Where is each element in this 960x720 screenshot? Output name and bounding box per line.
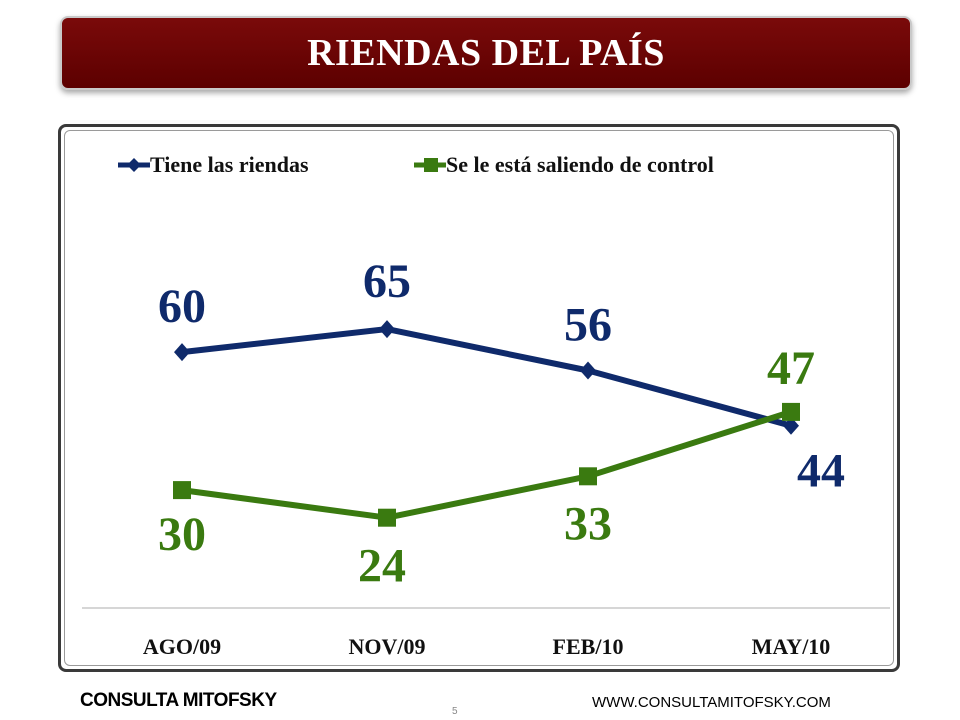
brand-logo-text: CONSULTA MITOFSKY	[80, 690, 277, 711]
website-link: WWW.CONSULTAMITOFSKY.COM	[592, 694, 831, 711]
data-label: 30	[158, 508, 206, 561]
data-label: 24	[358, 540, 406, 593]
legend-label-1: Tiene las riendas	[150, 152, 309, 177]
data-label: 65	[363, 255, 411, 308]
data-label: 60	[158, 280, 206, 333]
chart-frame-inner	[64, 130, 894, 666]
data-point-square	[782, 402, 800, 421]
chart-frame	[58, 124, 900, 672]
legend-marker-diamond	[127, 158, 141, 172]
x-tick-label: AGO/09	[143, 634, 221, 659]
data-label: 47	[767, 342, 815, 395]
legend-label-2: Se le está saliendo de control	[446, 152, 714, 177]
page-title: RIENDAS DEL PAÍS	[307, 32, 665, 74]
data-label: 33	[564, 497, 612, 550]
series-line-2	[181, 409, 792, 521]
data-point-diamond	[580, 361, 596, 380]
x-tick-label: MAY/10	[752, 634, 831, 659]
data-point-diamond	[379, 320, 395, 339]
data-point-diamond	[174, 343, 190, 362]
data-point-square	[173, 481, 191, 500]
series-line-1	[181, 326, 792, 429]
legend-marker-square	[424, 158, 438, 172]
x-tick-label: FEB/10	[553, 634, 624, 659]
title-banner: RIENDAS DEL PAÍS	[60, 16, 912, 90]
data-point-diamond	[783, 416, 799, 435]
page-number: 5	[452, 706, 458, 717]
data-point-square	[378, 508, 396, 527]
x-tick-label: NOV/09	[349, 634, 426, 659]
data-label: 56	[564, 299, 612, 352]
data-label: 44	[797, 445, 845, 498]
data-point-square	[579, 467, 597, 486]
